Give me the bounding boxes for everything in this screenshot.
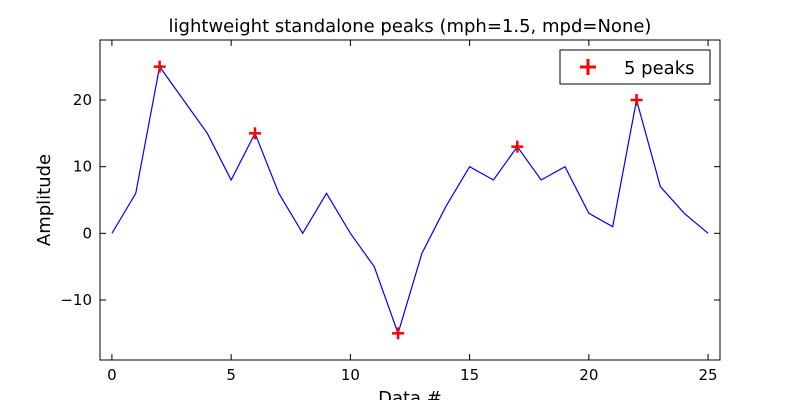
x-tick-label: 5 [226,366,236,384]
x-tick-label: 0 [107,366,117,384]
y-axis-label: Amplitude [34,154,55,246]
peak-marker [249,127,261,140]
legend-label: 5 peaks [624,58,695,79]
peak-marker [511,140,524,153]
x-tick-label: 10 [341,366,360,384]
legend: 5 peaks [559,49,711,85]
plot-frame [99,39,721,361]
peak-marker [392,327,405,340]
axis-ticks: 0 5 10 15 20 25 −10 0 10 20 [60,40,720,384]
x-tick-label: 25 [699,366,718,384]
peak-marker [153,60,166,73]
y-tick-label: 0 [82,224,92,242]
y-tick-label: 10 [73,158,92,176]
y-tick-label: 20 [73,91,92,109]
peak-marker [630,94,643,106]
x-tick-label: 20 [579,366,598,384]
y-tick-label: −10 [60,291,92,309]
plot-area [111,60,709,340]
data-line [111,65,709,336]
x-tick-label: 15 [460,366,479,384]
x-axis-label: Data # [378,388,442,400]
chart-title: lightweight standalone peaks (mph=1.5, m… [169,16,652,37]
